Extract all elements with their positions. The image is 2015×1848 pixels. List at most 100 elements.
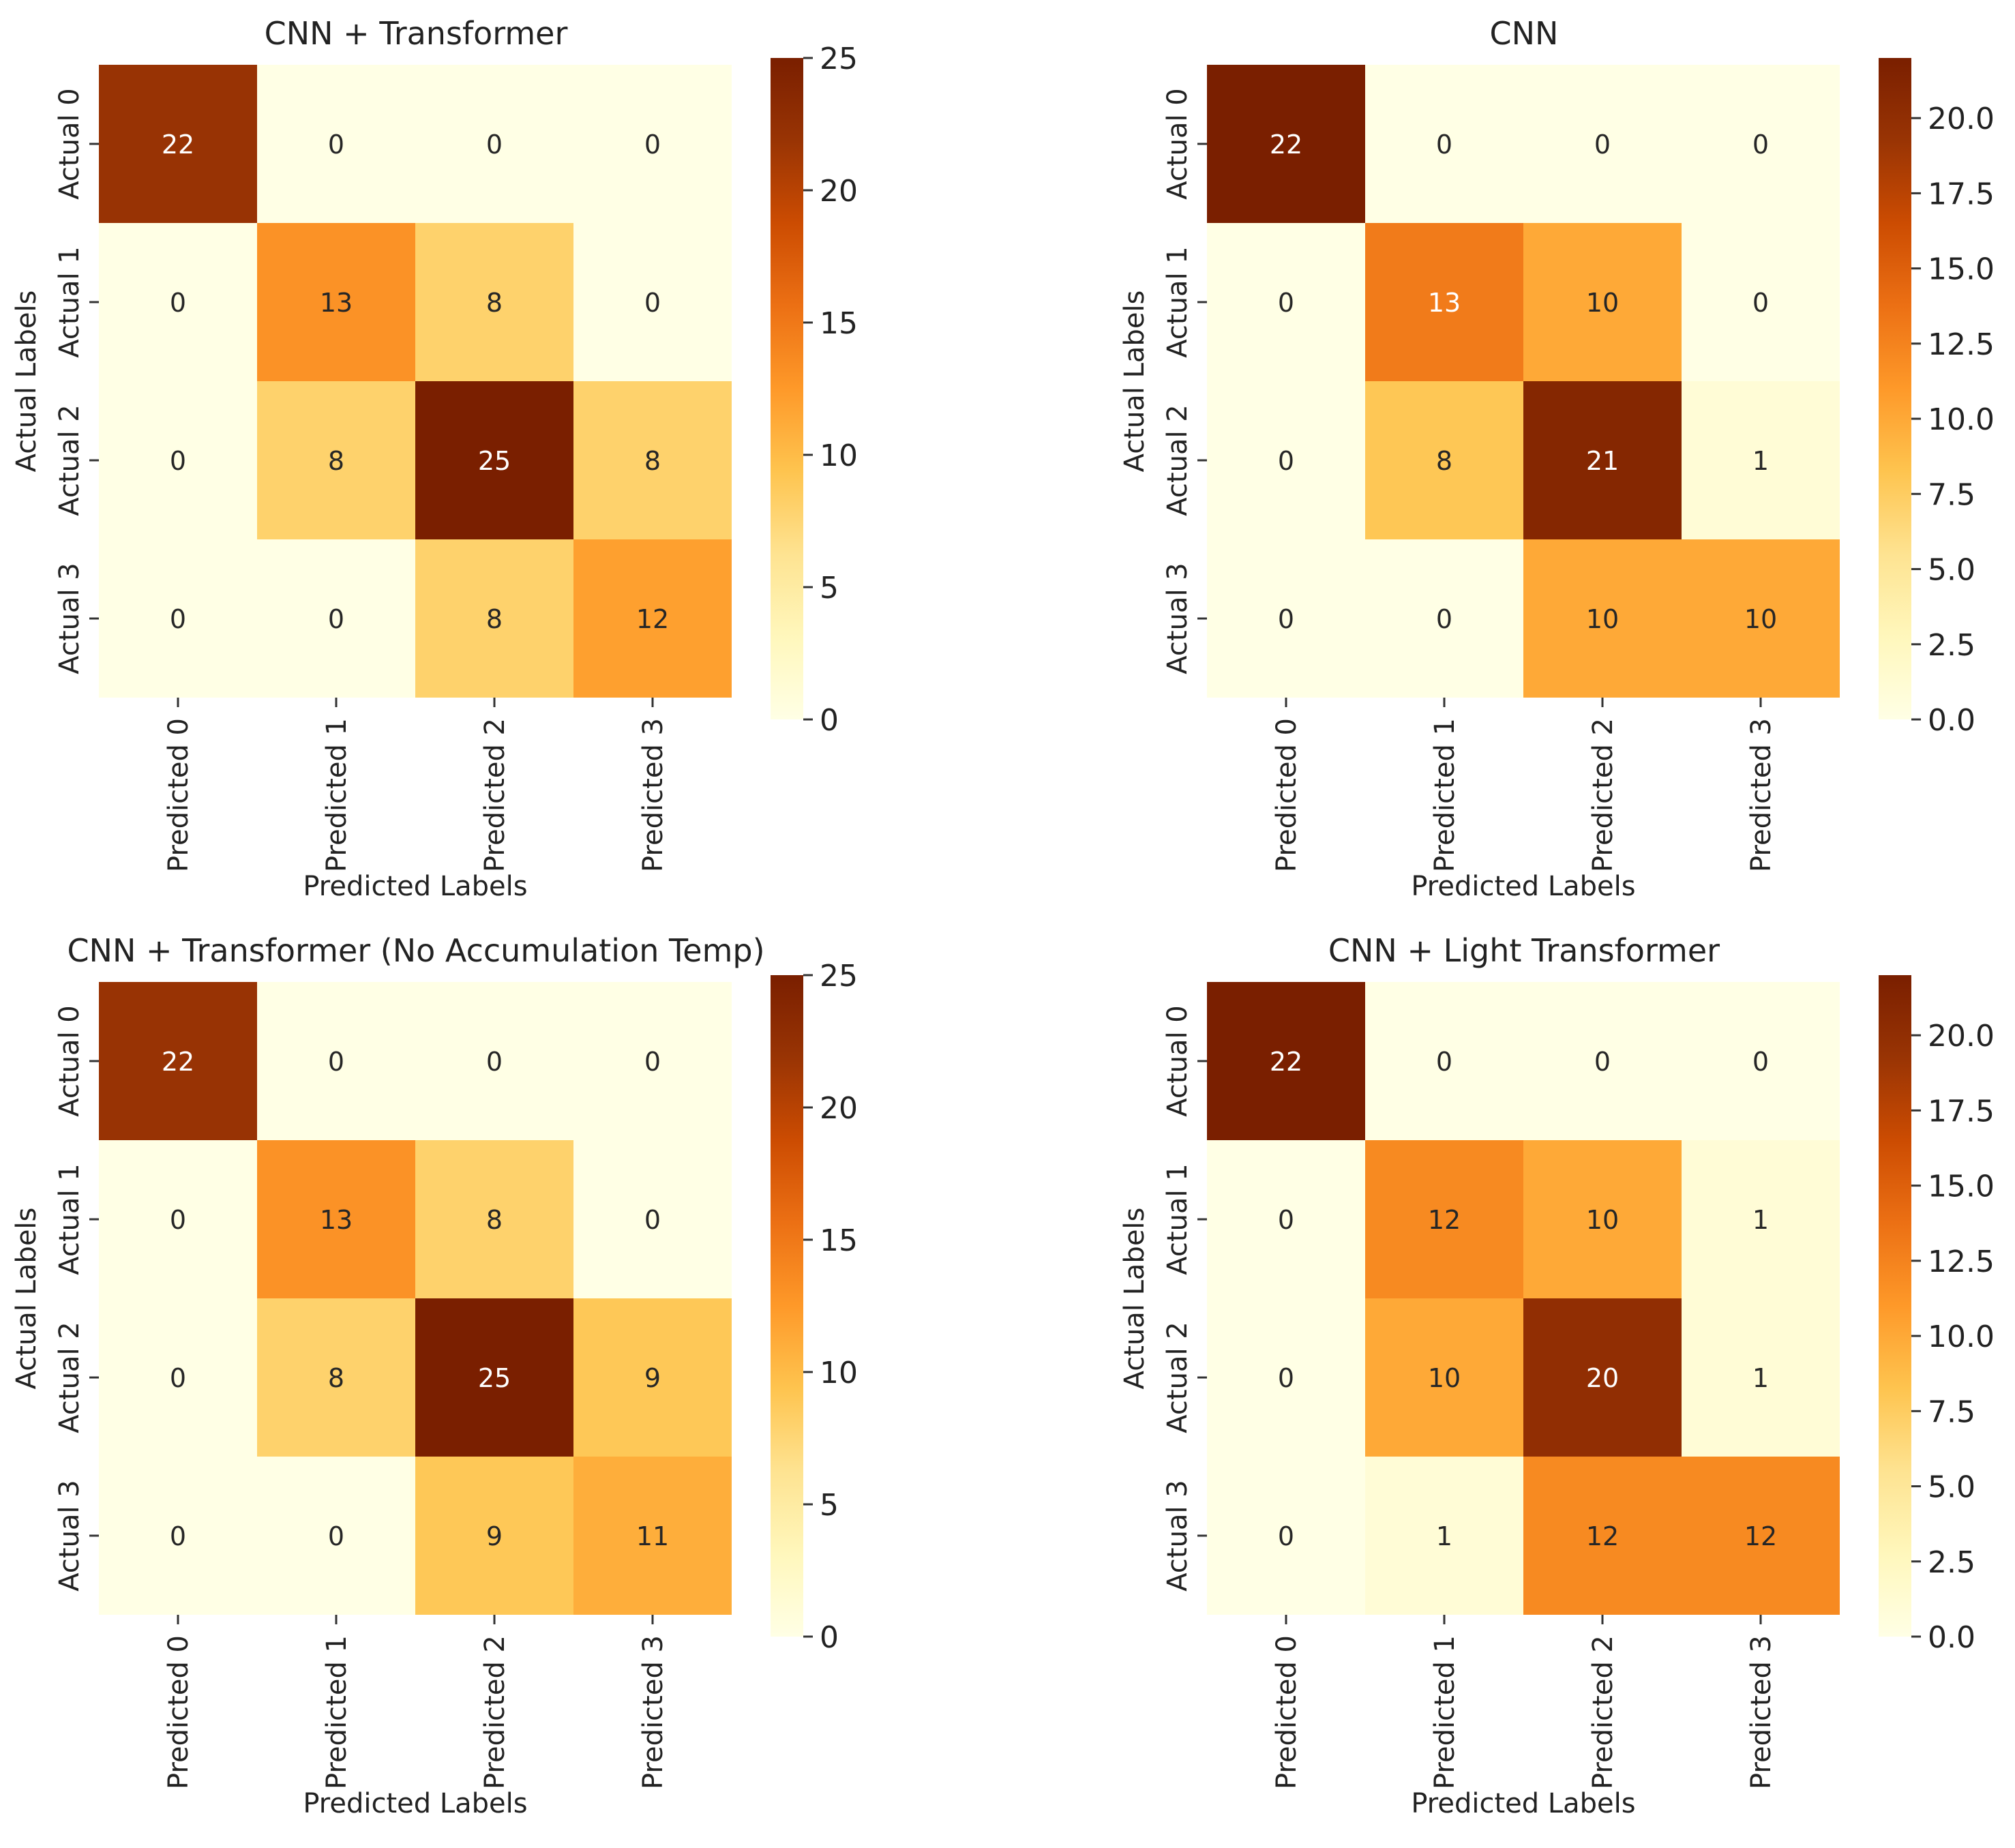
- x-tick-label: Predicted 3: [1746, 1635, 1777, 1789]
- cell-value-label: 0: [644, 288, 661, 318]
- heatmap-cell: [1365, 1140, 1523, 1298]
- heatmap-cell: [1682, 65, 1840, 223]
- cell-value-label: 0: [1278, 604, 1294, 634]
- cell-value-label: 1: [1436, 1521, 1452, 1551]
- heatmap-cell: [573, 223, 732, 381]
- cell-value-label: 22: [1270, 130, 1302, 160]
- heatmap-cell: [1207, 1298, 1365, 1457]
- heatmap-cell: [257, 223, 415, 381]
- x-tick-label: Predicted 1: [1429, 718, 1461, 872]
- y-axis-label: Actual Labels: [11, 290, 42, 473]
- heatmap-cell: [1523, 1298, 1682, 1457]
- cell-value-label: 13: [1428, 288, 1461, 318]
- cell-value-label: 12: [1428, 1205, 1461, 1235]
- x-tick-label: Predicted 0: [1271, 1635, 1302, 1789]
- cell-value-label: 0: [644, 130, 661, 160]
- panel-title: CNN + Light Transformer: [1328, 932, 1720, 969]
- y-tick-label: Actual 2: [1162, 1322, 1193, 1433]
- x-tick-label: Predicted 3: [638, 1635, 669, 1789]
- heatmap-cell: [1682, 982, 1840, 1140]
- colorbar-tick-label: 2.5: [1928, 1545, 1975, 1580]
- heatmap-cell: [573, 539, 732, 698]
- cell-value-label: 13: [320, 288, 353, 318]
- cell-value-label: 0: [170, 604, 186, 634]
- cell-value-label: 10: [1744, 604, 1777, 634]
- heatmap-cell: [1682, 1457, 1840, 1615]
- cell-value-label: 0: [644, 1047, 661, 1077]
- cell-value-label: 0: [486, 130, 503, 160]
- cell-value-label: 0: [1752, 130, 1769, 160]
- cell-value-label: 8: [486, 1205, 503, 1235]
- colorbar-tick-label: 10: [820, 438, 858, 473]
- x-tick-label: Predicted 1: [1429, 1635, 1461, 1789]
- panel-title: CNN + Transformer: [265, 15, 568, 52]
- colorbar-tick-label: 0: [820, 1620, 839, 1655]
- heatmap-cell: [257, 381, 415, 539]
- heatmap-cell: [1523, 65, 1682, 223]
- colorbar-tick-label: 20: [820, 1091, 858, 1126]
- heatmap-cell: [257, 982, 415, 1140]
- y-tick-label: Actual 2: [54, 404, 85, 516]
- cell-value-label: 10: [1586, 1205, 1619, 1235]
- colorbar-tick-label: 10.0: [1928, 1320, 1995, 1354]
- cell-value-label: 8: [486, 288, 503, 318]
- heatmap-cell: [573, 1298, 732, 1457]
- colorbar-tick-label: 5.0: [1928, 553, 1975, 588]
- colorbar-tick-label: 15.0: [1928, 1169, 1995, 1204]
- heatmap-cell: [1365, 223, 1523, 381]
- x-tick-label: Predicted 3: [638, 718, 669, 872]
- colorbar-tick-label: 12.5: [1928, 1245, 1995, 1279]
- x-tick-label: Predicted 2: [1587, 1635, 1619, 1789]
- heatmap-cell: [1682, 1140, 1840, 1298]
- heatmap-cell: [1523, 539, 1682, 698]
- x-tick-label: Predicted 1: [321, 1635, 353, 1789]
- cell-value-label: 8: [486, 604, 503, 634]
- colorbar-tick-label: 5.0: [1928, 1470, 1975, 1505]
- y-tick-label: Actual 0: [54, 88, 85, 199]
- colorbar-tick-label: 2.5: [1928, 628, 1975, 663]
- cell-value-label: 0: [1278, 288, 1294, 318]
- cell-value-label: 0: [170, 1521, 186, 1551]
- colorbar: [771, 58, 803, 719]
- cell-value-label: 12: [1744, 1521, 1777, 1551]
- colorbar-tick-label: 5: [820, 1488, 839, 1523]
- y-tick-label: Actual 0: [1162, 1005, 1193, 1116]
- heatmap-cell: [1682, 539, 1840, 698]
- cell-value-label: 10: [1586, 604, 1619, 634]
- colorbar-tick-label: 0: [820, 703, 839, 738]
- cell-value-label: 10: [1428, 1363, 1461, 1393]
- y-axis-label: Actual Labels: [1119, 290, 1150, 473]
- heatmap-cell: [99, 539, 257, 698]
- colorbar: [771, 975, 803, 1637]
- heatmap-cell: [415, 65, 573, 223]
- heatmap-cell: [1365, 539, 1523, 698]
- x-tick-label: Predicted 1: [321, 718, 353, 872]
- heatmap-cell: [415, 223, 573, 381]
- y-tick-label: Actual 1: [1162, 1163, 1193, 1275]
- cell-value-label: 0: [1594, 1047, 1611, 1077]
- heatmap-cell: [1207, 982, 1365, 1140]
- heatmap-cell: [1523, 223, 1682, 381]
- cell-value-label: 0: [328, 604, 344, 634]
- cell-value-label: 12: [1586, 1521, 1619, 1551]
- x-axis-label: Predicted Labels: [303, 871, 527, 902]
- y-tick-label: Actual 0: [54, 1005, 85, 1116]
- heatmap-cell: [99, 982, 257, 1140]
- cell-value-label: 0: [1436, 1047, 1452, 1077]
- cell-value-label: 0: [1278, 446, 1294, 476]
- cell-value-label: 0: [486, 1047, 503, 1077]
- cell-value-label: 0: [1278, 1363, 1294, 1393]
- heatmap-cell: [99, 1298, 257, 1457]
- cell-value-label: 0: [328, 1521, 344, 1551]
- colorbar-tick-label: 17.5: [1928, 1094, 1995, 1129]
- heatmap-cell: [1523, 982, 1682, 1140]
- cell-value-label: 12: [636, 604, 669, 634]
- x-tick-label: Predicted 0: [1271, 718, 1302, 872]
- cell-value-label: 8: [1436, 446, 1452, 476]
- cell-value-label: 21: [1586, 446, 1619, 476]
- heatmap-cell: [1365, 65, 1523, 223]
- panel-title: CNN + Transformer (No Accumulation Temp): [67, 932, 764, 969]
- x-tick-label: Predicted 0: [163, 1635, 194, 1789]
